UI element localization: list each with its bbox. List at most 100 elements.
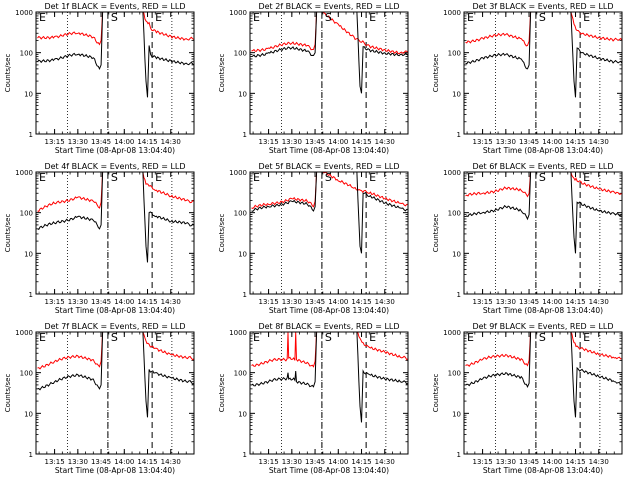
x-tick-label: 13:15 xyxy=(44,298,64,306)
detector-panel: Det 4f BLACK = Events, RED = LLD Counts/s… xyxy=(4,162,195,315)
x-tick-label: 13:15 xyxy=(472,458,492,466)
x-tick-label: 14:15 xyxy=(565,298,585,306)
x-tick-label: 13:15 xyxy=(258,138,278,146)
y-tick-label: 100 xyxy=(234,50,247,58)
event-marker-label: E xyxy=(369,331,376,344)
panel-title: Det 5f BLACK = Events, RED = LLD xyxy=(258,162,399,171)
y-tick-label: 10 xyxy=(24,250,33,258)
event-marker-label: E xyxy=(583,171,590,184)
events-series-line xyxy=(251,171,408,254)
events-series-line xyxy=(37,11,195,98)
y-tick-label: 1 xyxy=(29,131,33,139)
event-marker-label: S xyxy=(539,171,546,184)
events-series-line xyxy=(251,331,409,423)
y-tick-label: 1000 xyxy=(15,329,33,337)
x-axis-label: Start Time (08-Apr-08 13:04:40) xyxy=(483,306,603,315)
x-tick-label: 13:30 xyxy=(496,138,516,146)
event-marker-label: S xyxy=(325,331,332,344)
detector-panel: Det 9f BLACK = Events, RED = LLD Counts/s… xyxy=(432,322,623,475)
y-tick-label: 10 xyxy=(24,90,33,98)
x-tick-label: 14:00 xyxy=(328,298,348,306)
event-marker-label: E xyxy=(583,11,590,24)
x-tick-label: 13:45 xyxy=(91,458,111,466)
x-tick-label: 14:15 xyxy=(565,138,585,146)
x-tick-label: 14:15 xyxy=(137,138,157,146)
y-tick-label: 1 xyxy=(29,291,33,299)
event-marker-label: E xyxy=(369,11,376,24)
event-marker-label: E xyxy=(39,171,46,184)
x-tick-label: 13:15 xyxy=(472,138,492,146)
y-tick-label: 100 xyxy=(20,370,33,378)
x-tick-label: 14:30 xyxy=(375,298,395,306)
y-tick-label: 10 xyxy=(238,250,247,258)
y-tick-label: 1000 xyxy=(15,9,33,17)
event-marker-label: E xyxy=(467,171,474,184)
x-tick-label: 14:15 xyxy=(351,138,371,146)
panel-title: Det 2f BLACK = Events, RED = LLD xyxy=(258,2,399,11)
x-tick-label: 14:00 xyxy=(542,298,562,306)
detector-panel: Det 3f BLACK = Events, RED = LLD Counts/s… xyxy=(432,2,623,155)
panel-title: Det 9f BLACK = Events, RED = LLD xyxy=(472,322,613,331)
x-axis-label: Start Time (08-Apr-08 13:04:40) xyxy=(55,466,175,475)
x-tick-label: 13:45 xyxy=(519,298,539,306)
x-tick-label: 14:15 xyxy=(565,458,585,466)
x-tick-label: 14:30 xyxy=(589,458,609,466)
y-tick-label: 100 xyxy=(234,210,247,218)
x-axis-label: Start Time (08-Apr-08 13:04:40) xyxy=(55,306,175,315)
events-series-line xyxy=(37,171,195,263)
event-marker-label: E xyxy=(583,331,590,344)
events-series-line xyxy=(37,331,195,418)
y-tick-label: 10 xyxy=(24,410,33,418)
plot-frame xyxy=(463,331,623,455)
y-axis-label: Counts/sec xyxy=(432,374,440,413)
y-axis-label: Counts/sec xyxy=(432,54,440,93)
y-tick-label: 1000 xyxy=(443,329,461,337)
y-axis-label: Counts/sec xyxy=(4,54,12,93)
x-axis-label: Start Time (08-Apr-08 13:04:40) xyxy=(269,146,389,155)
events-series-line xyxy=(465,11,623,98)
detector-panel: Det 8f BLACK = Events, RED = LLD Counts/s… xyxy=(218,322,409,475)
event-marker-label: E xyxy=(369,171,376,184)
lld-series-line xyxy=(251,11,409,55)
y-tick-label: 1000 xyxy=(229,169,247,177)
y-tick-label: 1 xyxy=(457,291,461,299)
event-marker-label: E xyxy=(155,331,162,344)
y-tick-label: 100 xyxy=(20,50,33,58)
x-axis-label: Start Time (08-Apr-08 13:04:40) xyxy=(483,146,603,155)
panel-title: Det 1f BLACK = Events, RED = LLD xyxy=(44,2,185,11)
event-marker-label: S xyxy=(111,11,118,24)
x-tick-label: 14:30 xyxy=(589,298,609,306)
detector-panel: Det 1f BLACK = Events, RED = LLD Counts/s… xyxy=(4,2,195,155)
x-tick-label: 13:15 xyxy=(258,298,278,306)
plot-frame xyxy=(35,331,195,455)
y-tick-label: 10 xyxy=(452,90,461,98)
x-tick-label: 14:00 xyxy=(114,458,134,466)
x-tick-label: 13:45 xyxy=(91,298,111,306)
event-marker-label: S xyxy=(539,331,546,344)
panel-title: Det 6f BLACK = Events, RED = LLD xyxy=(472,162,613,171)
y-tick-label: 10 xyxy=(238,410,247,418)
x-tick-label: 13:15 xyxy=(44,458,64,466)
y-axis-label: Counts/sec xyxy=(218,54,226,93)
x-tick-label: 14:30 xyxy=(375,138,395,146)
y-tick-label: 1 xyxy=(243,131,247,139)
x-tick-label: 14:00 xyxy=(328,458,348,466)
x-tick-label: 13:30 xyxy=(282,138,302,146)
event-marker-label: E xyxy=(39,331,46,344)
event-marker-label: E xyxy=(253,331,260,344)
detector-panel: Det 6f BLACK = Events, RED = LLD Counts/s… xyxy=(432,162,623,315)
x-tick-label: 13:45 xyxy=(305,298,325,306)
x-tick-label: 14:30 xyxy=(589,138,609,146)
event-marker-label: E xyxy=(253,171,260,184)
y-tick-label: 10 xyxy=(238,90,247,98)
y-tick-label: 100 xyxy=(20,210,33,218)
event-marker-label: S xyxy=(539,11,546,24)
y-tick-label: 100 xyxy=(448,370,461,378)
x-tick-label: 13:45 xyxy=(519,138,539,146)
x-tick-label: 14:15 xyxy=(137,458,157,466)
y-axis-label: Counts/sec xyxy=(218,374,226,413)
x-tick-label: 13:45 xyxy=(305,458,325,466)
y-tick-label: 100 xyxy=(234,370,247,378)
event-marker-label: S xyxy=(111,331,118,344)
x-tick-label: 13:30 xyxy=(496,298,516,306)
